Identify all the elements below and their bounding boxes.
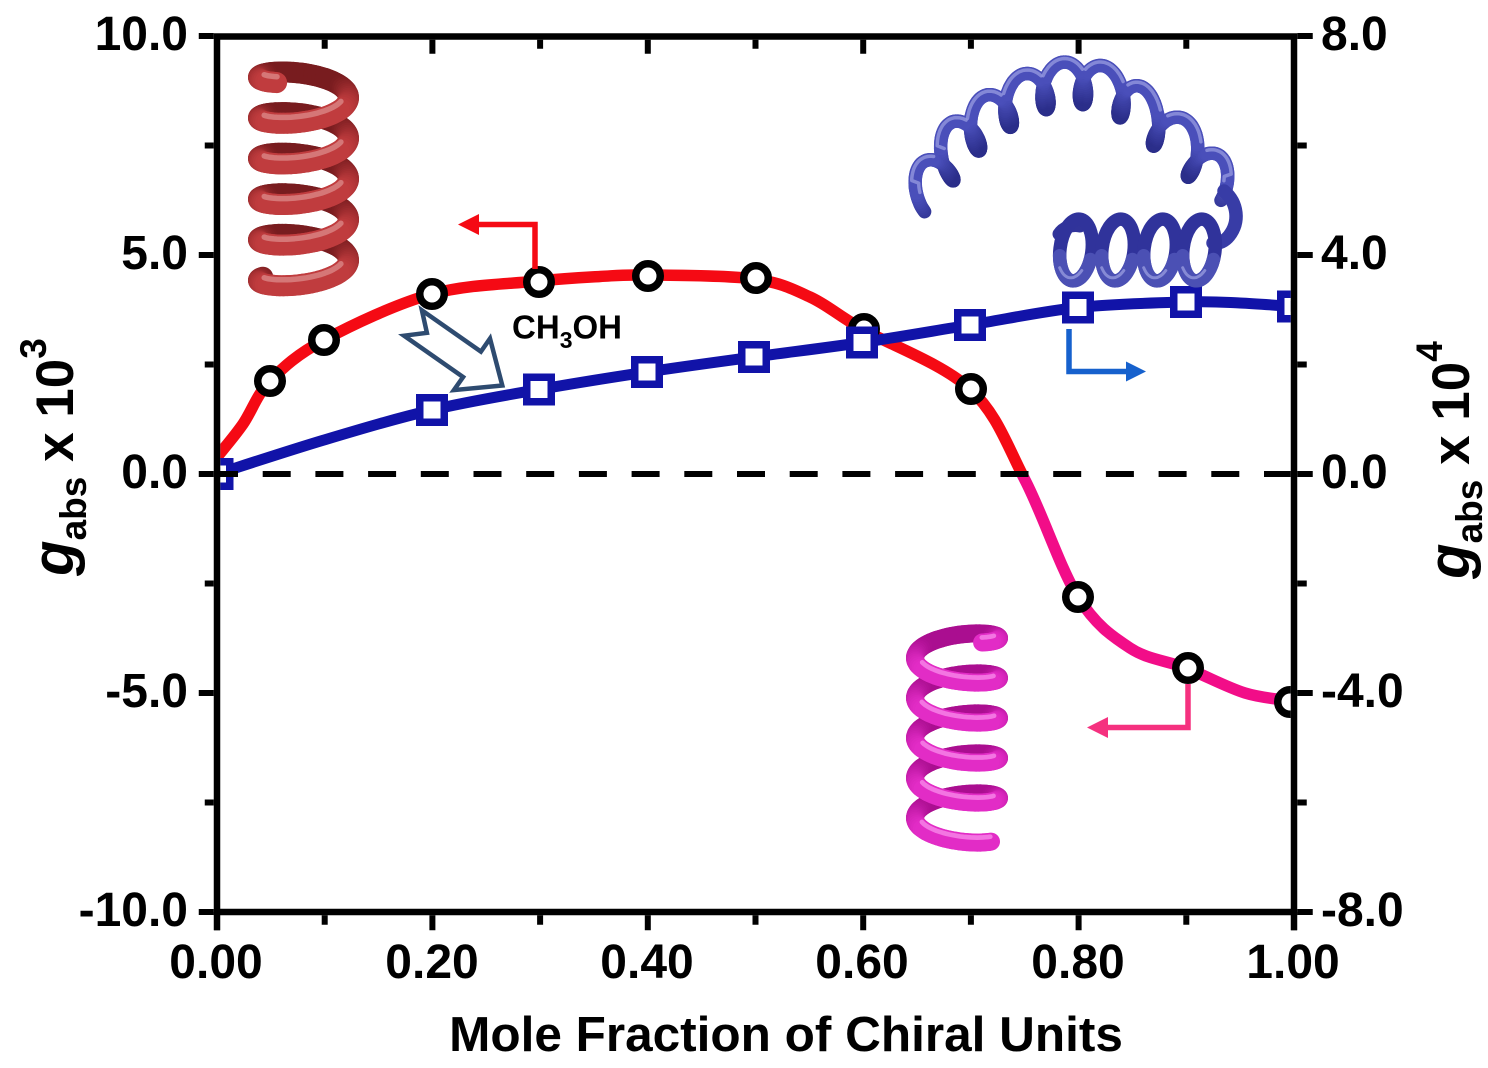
svg-text:0.0: 0.0 [1321,446,1388,499]
svg-text:1.00: 1.00 [1246,936,1339,989]
svg-text:0.00: 0.00 [169,936,262,989]
svg-text:-10.0: -10.0 [79,884,188,937]
svg-text:Mole Fraction of Chiral Units: Mole Fraction of Chiral Units [449,1007,1123,1062]
svg-text:10.0: 10.0 [95,8,188,61]
svg-text:-8.0: -8.0 [1321,884,1404,937]
svg-text:5.0: 5.0 [121,227,188,280]
svg-text:0.0: 0.0 [121,446,188,499]
svg-text:-4.0: -4.0 [1321,665,1404,718]
svg-text:8.0: 8.0 [1321,8,1388,61]
svg-text:0.40: 0.40 [600,936,693,989]
svg-text:4.0: 4.0 [1321,227,1388,280]
svg-text:0.60: 0.60 [815,936,908,989]
svg-text:gabs x 103: gabs x 103 [13,338,94,577]
svg-text:-5.0: -5.0 [105,665,188,718]
svg-text:0.80: 0.80 [1031,936,1124,989]
svg-text:0.20: 0.20 [385,936,478,989]
